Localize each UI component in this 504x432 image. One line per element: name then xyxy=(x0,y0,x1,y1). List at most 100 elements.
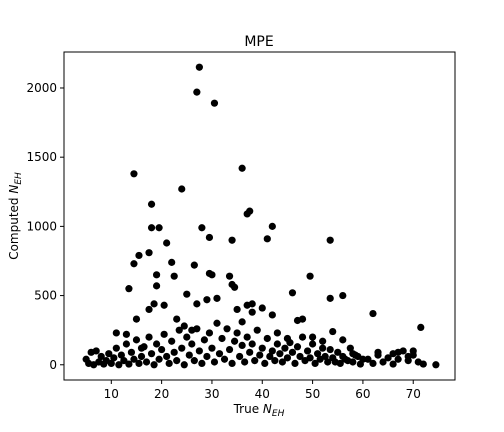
x-axis-label-text: True xyxy=(233,402,263,416)
point xyxy=(308,340,317,348)
point xyxy=(152,271,161,279)
point xyxy=(190,357,198,365)
point xyxy=(321,352,329,361)
x-tick-label: 70 xyxy=(406,387,421,401)
y-axis-label-var: N xyxy=(7,185,21,194)
point xyxy=(213,294,221,302)
point xyxy=(308,333,317,341)
point xyxy=(173,315,181,323)
point xyxy=(389,360,397,368)
point xyxy=(266,352,274,361)
point xyxy=(115,361,123,369)
point xyxy=(293,343,302,351)
x-axis-label-sub: EH xyxy=(272,409,285,419)
point xyxy=(258,344,266,352)
point xyxy=(349,358,357,366)
point xyxy=(432,361,440,369)
point xyxy=(208,344,216,352)
point xyxy=(273,329,281,337)
point xyxy=(283,354,292,362)
point xyxy=(379,358,387,366)
point xyxy=(215,350,224,358)
point xyxy=(251,357,259,365)
point xyxy=(311,359,319,367)
point xyxy=(213,319,221,327)
x-tick-label: 10 xyxy=(104,387,119,401)
point xyxy=(150,361,158,369)
point xyxy=(228,359,236,367)
y-tick-label: 1000 xyxy=(26,219,57,233)
y-tick-label: 1500 xyxy=(26,150,57,164)
point xyxy=(105,350,113,358)
point xyxy=(132,315,141,323)
point xyxy=(140,343,148,351)
point xyxy=(271,357,279,365)
point xyxy=(225,272,234,280)
point xyxy=(168,258,176,266)
point xyxy=(198,224,206,232)
point xyxy=(404,357,412,365)
point xyxy=(326,294,334,302)
point xyxy=(147,224,156,232)
point xyxy=(185,351,193,359)
plot-frame xyxy=(63,51,456,381)
x-tick-label: 20 xyxy=(154,387,169,401)
point xyxy=(163,239,171,247)
point xyxy=(110,354,118,362)
point xyxy=(125,360,133,368)
x-tick-label: 60 xyxy=(355,387,370,401)
point xyxy=(97,352,105,361)
point xyxy=(155,224,163,232)
point xyxy=(145,333,153,341)
point xyxy=(150,300,158,308)
point xyxy=(225,345,234,354)
point xyxy=(183,333,191,341)
point xyxy=(238,164,246,172)
point xyxy=(137,352,146,361)
point xyxy=(268,222,276,230)
chart-title: MPE xyxy=(244,34,273,50)
point xyxy=(236,352,244,361)
point xyxy=(303,347,312,355)
point xyxy=(195,347,203,355)
x-tick-label: 40 xyxy=(255,387,270,401)
point xyxy=(210,99,219,107)
y-axis-label-sub: EH xyxy=(14,172,24,185)
point xyxy=(158,345,166,354)
point xyxy=(193,325,201,333)
point xyxy=(326,236,334,244)
point xyxy=(288,289,297,297)
point xyxy=(417,323,425,332)
point xyxy=(230,283,239,291)
point xyxy=(170,348,178,356)
point xyxy=(354,352,362,361)
point xyxy=(198,359,206,367)
point xyxy=(195,63,203,71)
point xyxy=(220,355,229,363)
point xyxy=(369,359,377,367)
point xyxy=(193,300,201,308)
point xyxy=(233,305,241,314)
x-axis-label: True NEH xyxy=(233,402,285,419)
point xyxy=(334,348,342,356)
point xyxy=(188,340,196,348)
point xyxy=(155,355,163,363)
point xyxy=(228,236,236,244)
point xyxy=(120,357,128,365)
point xyxy=(336,359,344,367)
point xyxy=(306,272,314,280)
point xyxy=(268,347,276,355)
x-axis-label-var: N xyxy=(263,402,272,416)
point xyxy=(268,311,276,319)
point xyxy=(125,285,133,293)
point xyxy=(278,358,286,366)
point xyxy=(306,354,314,362)
point xyxy=(147,350,156,358)
point xyxy=(248,308,256,316)
point xyxy=(419,360,427,368)
point xyxy=(132,336,141,344)
point xyxy=(127,348,136,356)
point xyxy=(223,325,231,333)
point xyxy=(200,336,208,344)
